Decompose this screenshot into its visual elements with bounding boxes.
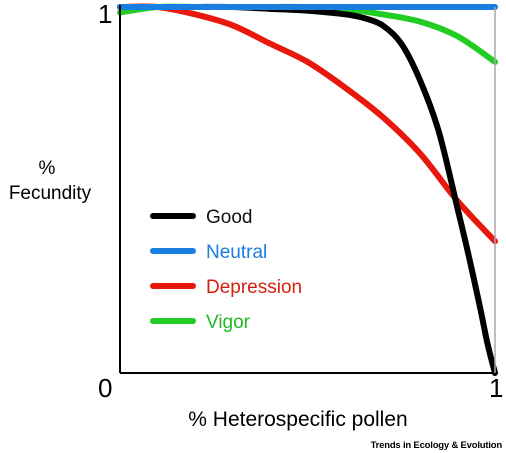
legend-label-good: Good: [206, 207, 252, 228]
legend-label-depression: Depression: [206, 277, 302, 298]
series-lines: [117, 3, 498, 376]
x-tick-label-1: 1: [489, 373, 503, 403]
y-tick-label-1: 1: [98, 0, 112, 29]
axis-labels: 0 1 1 % Heterospecific pollen% Fecundity: [9, 0, 504, 431]
x-tick-label-0: 0: [98, 373, 112, 403]
series-line-depression: [117, 3, 498, 245]
y-axis-title-line-2: Fecundity: [9, 183, 92, 204]
y-axis-title-line-1: %: [39, 158, 56, 179]
journal-credit: Trends in Ecology & Evolution: [370, 440, 503, 451]
legend-label-neutral: Neutral: [206, 242, 267, 263]
series-line-vigor: [117, 3, 498, 65]
legend: Good Neutral Depression Vigor: [150, 207, 302, 333]
axes: [119, 5, 496, 374]
x-axis-title: % Heterospecific pollen: [188, 408, 407, 431]
legend-label-vigor: Vigor: [206, 312, 251, 333]
